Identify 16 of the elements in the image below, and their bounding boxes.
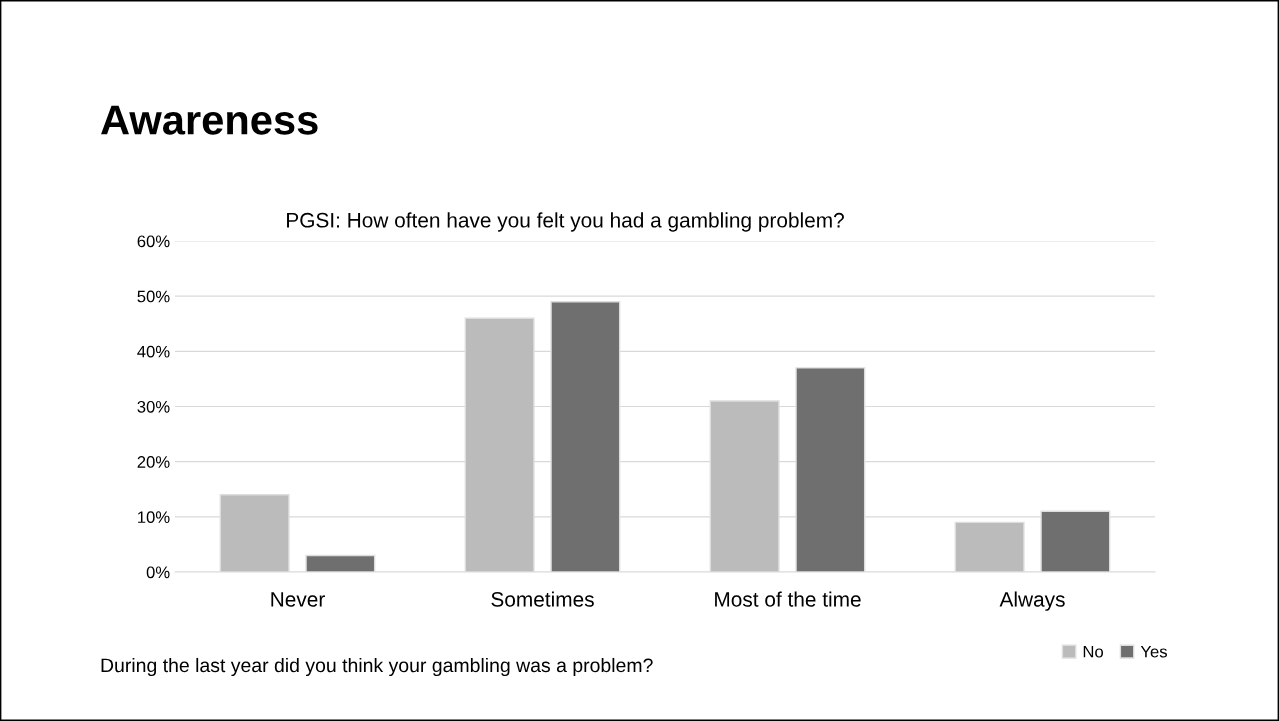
y-tick-label: 50% [137,290,170,303]
x-tick-label: Sometimes [491,591,594,607]
y-tick-label: 60% [137,235,170,248]
text: During the last year did you think your gambling was a problem? [101,657,653,677]
x-tick-label: Never [271,592,325,607]
legend-label: No [1083,645,1104,658]
y-tick-label: 20% [137,456,170,468]
chart-subtitle: PGSI: How often have you felt you had a gambling problem? [287,212,844,232]
x-tick-label: Always [999,591,1065,611]
y-tick-label: 0% [146,566,170,579]
chart-title: Awareness [101,105,318,135]
legend-label: Yes [1140,645,1167,658]
y-tick-label: 10% [138,511,170,524]
y-tick-label: 30% [137,400,170,413]
x-tick-label: Most of the time [715,591,861,607]
y-tick-label: 40% [137,345,170,358]
